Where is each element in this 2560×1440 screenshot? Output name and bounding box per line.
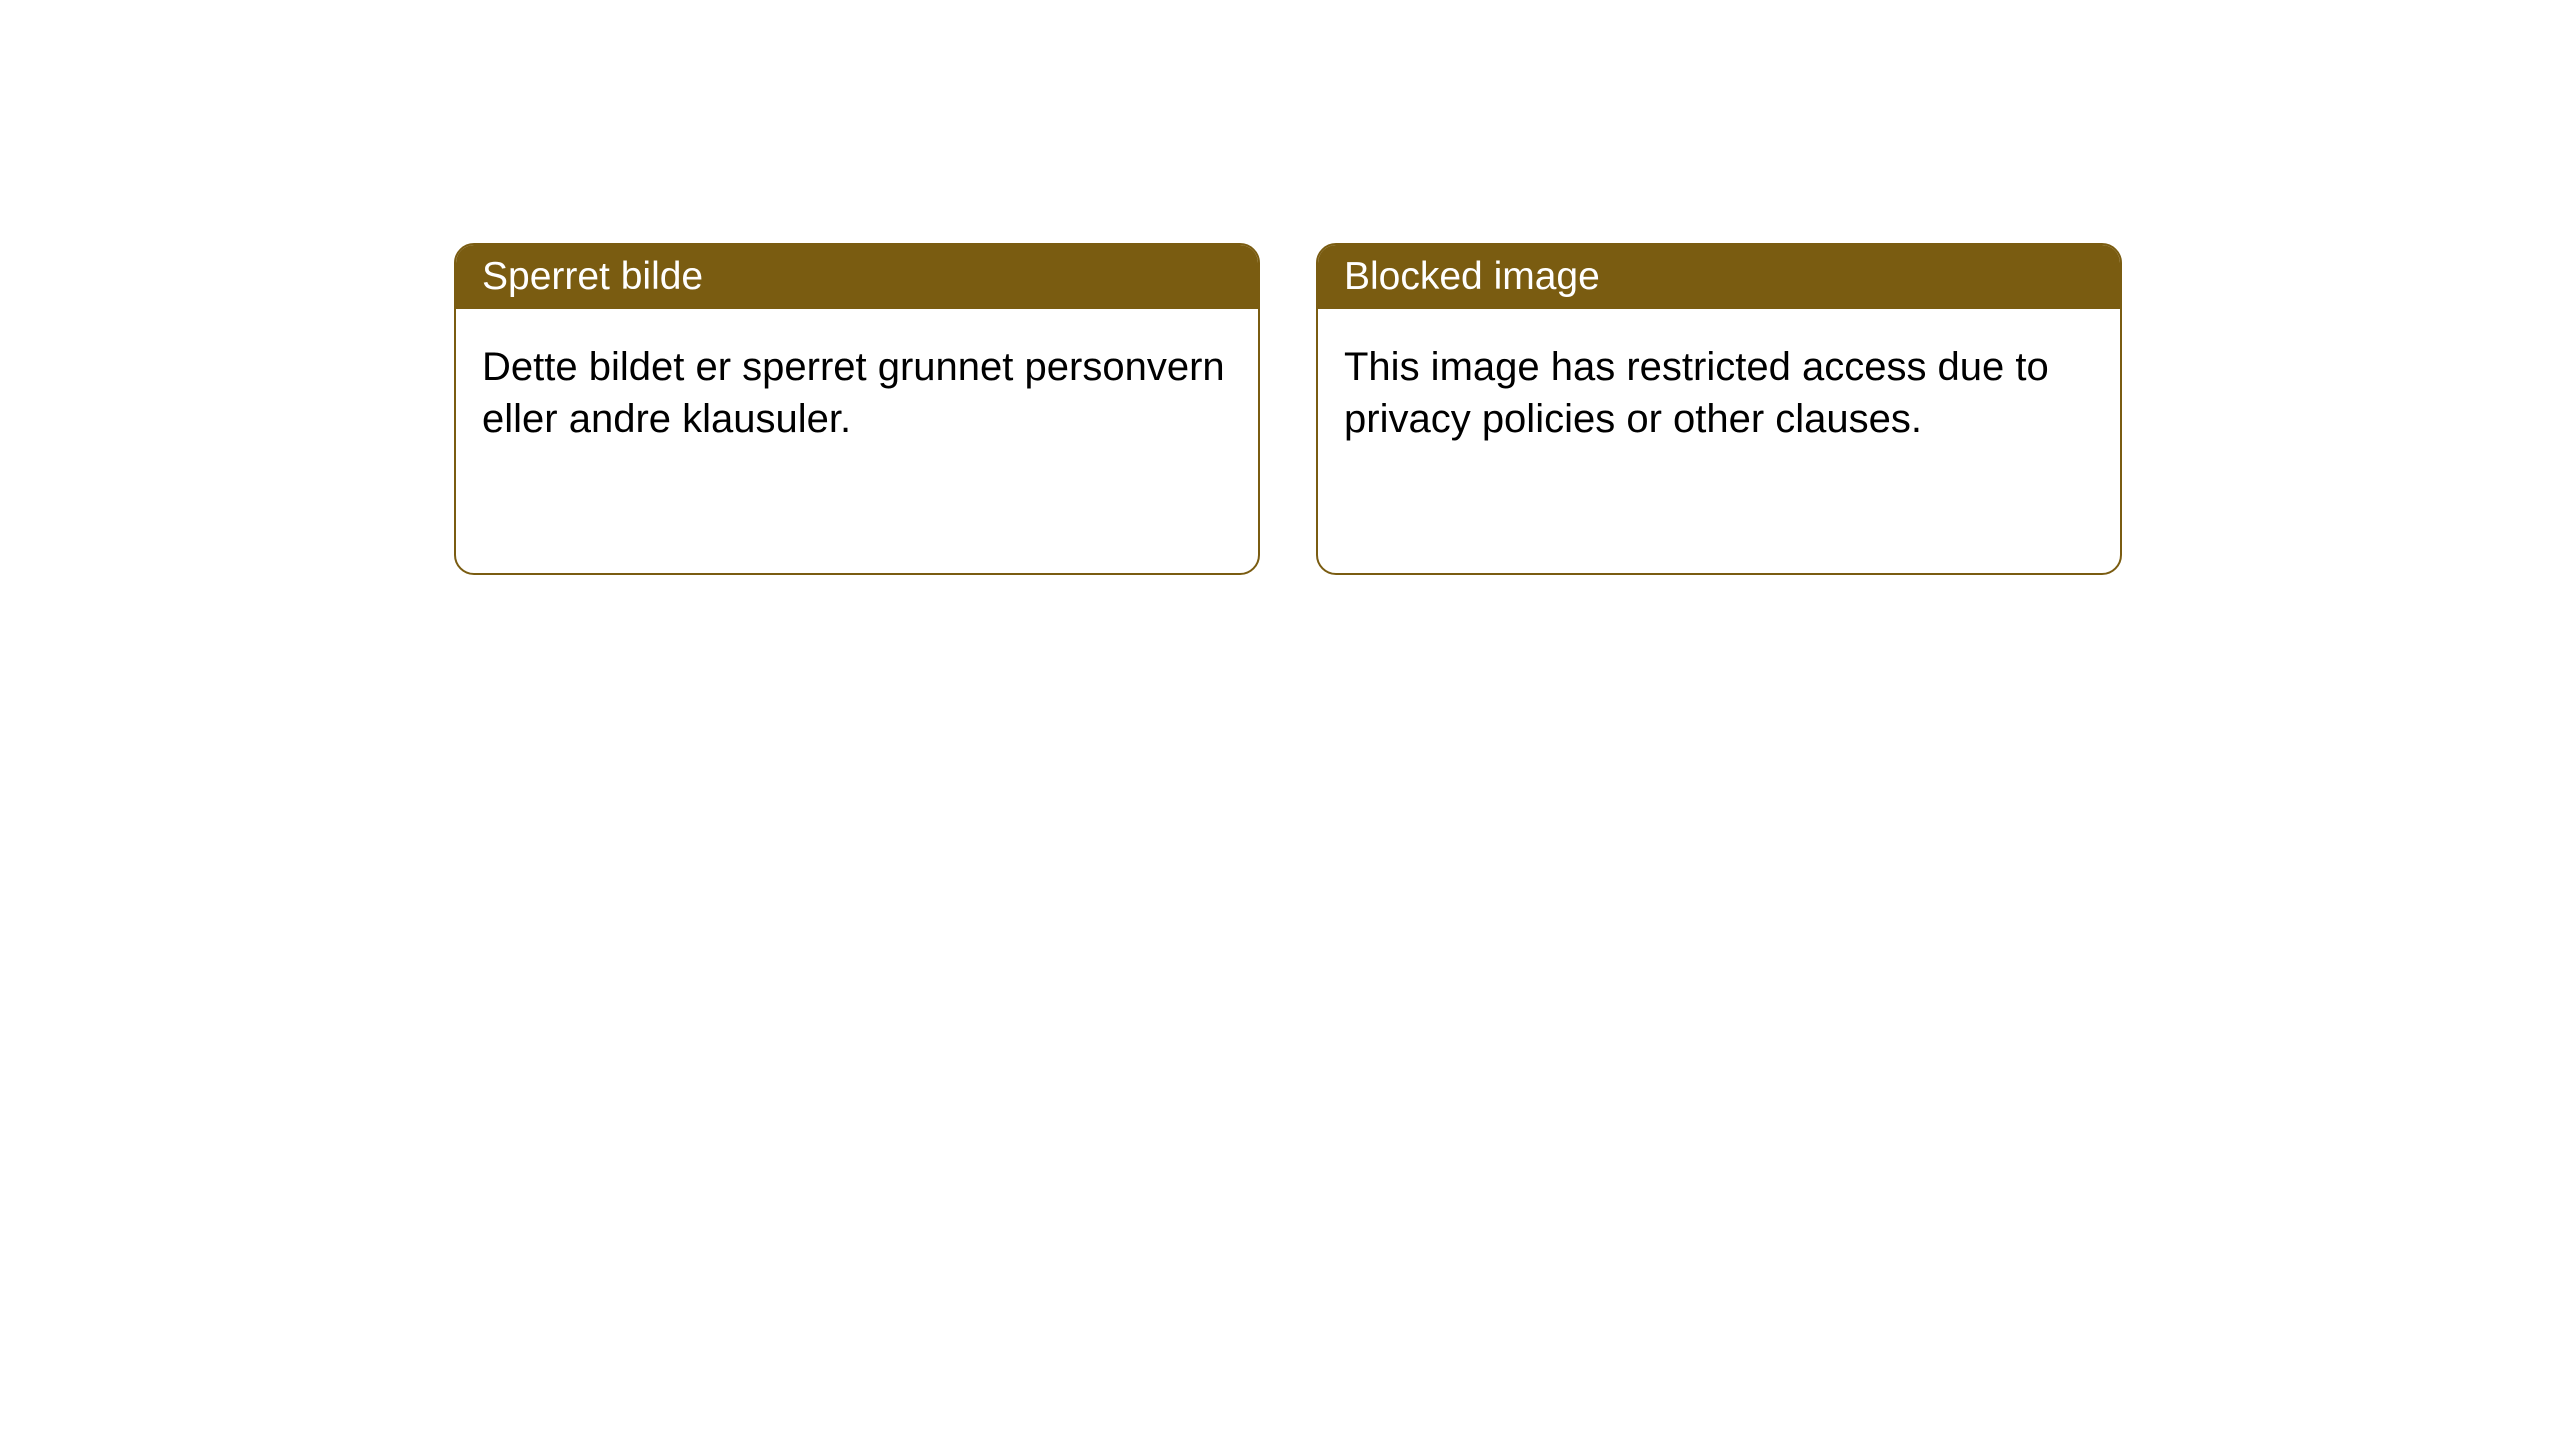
card-header: Sperret bilde — [456, 245, 1258, 309]
notice-card-english: Blocked image This image has restricted … — [1316, 243, 2122, 575]
notice-card-norwegian: Sperret bilde Dette bildet er sperret gr… — [454, 243, 1260, 575]
card-header: Blocked image — [1318, 245, 2120, 309]
card-body-text: Dette bildet er sperret grunnet personve… — [482, 345, 1225, 441]
card-body: This image has restricted access due to … — [1318, 309, 2120, 477]
card-body-text: This image has restricted access due to … — [1344, 345, 2049, 441]
card-header-text: Blocked image — [1344, 255, 1600, 298]
card-header-text: Sperret bilde — [482, 255, 703, 298]
notice-container: Sperret bilde Dette bildet er sperret gr… — [0, 0, 2560, 575]
card-body: Dette bildet er sperret grunnet personve… — [456, 309, 1258, 477]
